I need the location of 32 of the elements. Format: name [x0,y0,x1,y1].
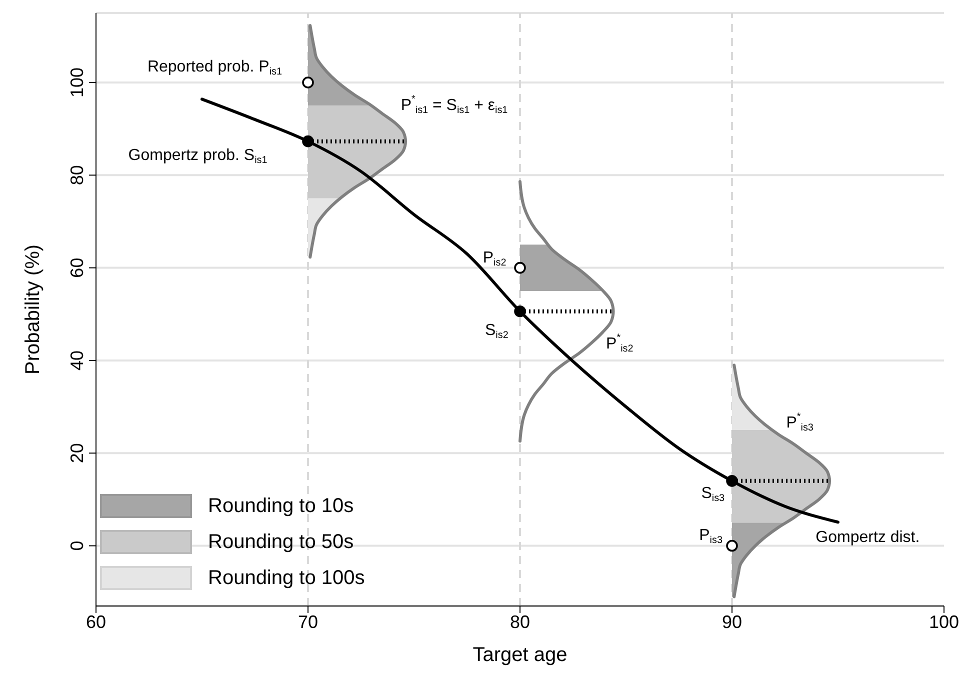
annotation: P$_{is3}$ [699,526,723,546]
y-axis-title: Probability (%) [22,244,44,375]
annotation: Reported prob. P$_{is1}$ [147,58,282,78]
x-tick-label: 90 [722,612,742,632]
point [726,540,738,552]
legend-label: Rounding to 50s [208,530,354,554]
point [514,262,526,274]
y-tick-label: 40 [67,350,87,370]
point [726,475,738,487]
annotation: P$_{is2}$ [482,249,507,269]
x-tick-label: 70 [298,612,318,632]
annotation: P$^{*}$$_{is1}$ = S$_{is1}$ + ε$_{is1}$ [400,94,508,116]
point [514,305,526,318]
y-tick-label: 100 [67,67,87,98]
y-tick-label: 60 [67,258,87,278]
annotation: Gompertz prob. S$_{is1}$ [128,146,268,166]
legend-label: Rounding to 100s [208,566,365,590]
y-tick-label: 0 [67,540,87,551]
point [302,76,314,88]
x-tick-label: 80 [510,612,530,632]
x-axis-title: Target age [472,644,568,666]
line-series [518,180,615,443]
y-tick-label: 80 [67,165,87,186]
annotation: Gompertz dist. [816,528,920,546]
line-series [200,98,840,524]
x-tick-label: 60 [86,612,106,632]
y-tick-label: 20 [67,443,87,464]
point [302,135,314,148]
legend-label: Rounding to 10s [208,494,354,518]
x-tick-label: 100 [928,612,960,632]
annotation: S$_{is2}$ [485,321,509,341]
annotation: S$_{is3}$ [701,484,726,504]
